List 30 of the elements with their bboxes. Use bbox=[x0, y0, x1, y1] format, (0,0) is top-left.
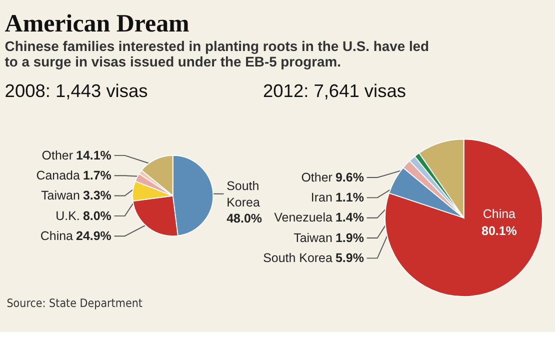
data-label: 24.9% bbox=[76, 228, 112, 243]
data-label: 1.1% bbox=[335, 190, 364, 205]
text: Chinese families interested in planting roots in the U.S. have led to a surge in visas issued under the EB-5 program. bbox=[4, 38, 430, 70]
slice-label: U.K. bbox=[56, 208, 80, 223]
chart-title: 2008: 1,443 visas bbox=[4, 80, 148, 101]
slice-label: China bbox=[40, 228, 74, 243]
text: American Dream bbox=[4, 10, 190, 38]
chart-title: 2012: 7,641 visas bbox=[263, 80, 406, 101]
data-label: 1.7% bbox=[82, 168, 112, 182]
data-label: 1.9% bbox=[335, 230, 364, 245]
slice-label: Taiwan bbox=[41, 188, 80, 203]
slice-label: South Korea bbox=[226, 179, 260, 210]
source-note: Source: State Department bbox=[6, 296, 142, 310]
slice-label: South Korea bbox=[263, 251, 332, 266]
data-label: 3.3% bbox=[82, 188, 112, 203]
data-label: 80.1% bbox=[482, 224, 517, 238]
slice-label: Canada bbox=[36, 168, 80, 182]
data-label: 48.0% bbox=[226, 212, 262, 226]
slice-label: Other bbox=[301, 170, 332, 184]
slice-label: Venezuela bbox=[274, 210, 332, 225]
slice-label: Taiwan bbox=[294, 230, 332, 245]
data-label: 1.4% bbox=[335, 210, 364, 225]
data-label: 9.6% bbox=[335, 170, 364, 184]
data-label: 8.0% bbox=[82, 208, 112, 223]
slice-label: Iran bbox=[310, 190, 332, 205]
data-label: 5.9% bbox=[335, 251, 364, 266]
slice-label: China bbox=[482, 206, 516, 221]
data-label: 14.1% bbox=[76, 148, 112, 162]
pie-slice bbox=[384, 138, 543, 297]
slice-label: Other bbox=[42, 148, 73, 162]
